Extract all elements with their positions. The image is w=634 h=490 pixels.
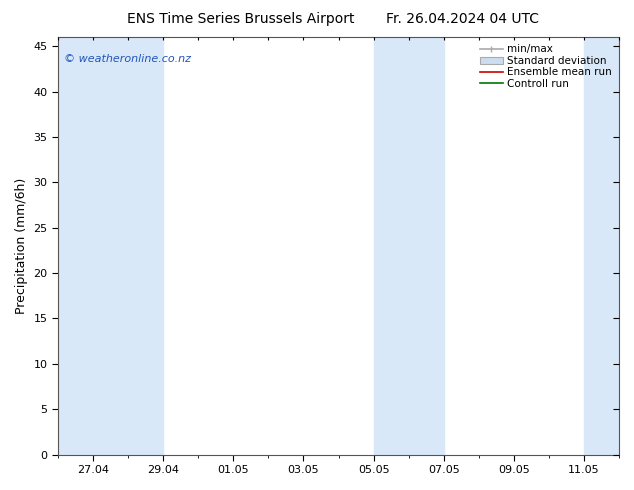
- Bar: [93, 37, 164, 455]
- Bar: [584, 37, 625, 455]
- Y-axis label: Precipitation (mm/6h): Precipitation (mm/6h): [15, 178, 28, 314]
- Bar: [373, 37, 444, 455]
- Text: © weatheronline.co.nz: © weatheronline.co.nz: [63, 54, 191, 64]
- Text: ENS Time Series Brussels Airport: ENS Time Series Brussels Airport: [127, 12, 354, 26]
- Bar: [58, 37, 93, 455]
- Legend: min/max, Standard deviation, Ensemble mean run, Controll run: min/max, Standard deviation, Ensemble me…: [478, 42, 614, 91]
- Text: Fr. 26.04.2024 04 UTC: Fr. 26.04.2024 04 UTC: [386, 12, 540, 26]
